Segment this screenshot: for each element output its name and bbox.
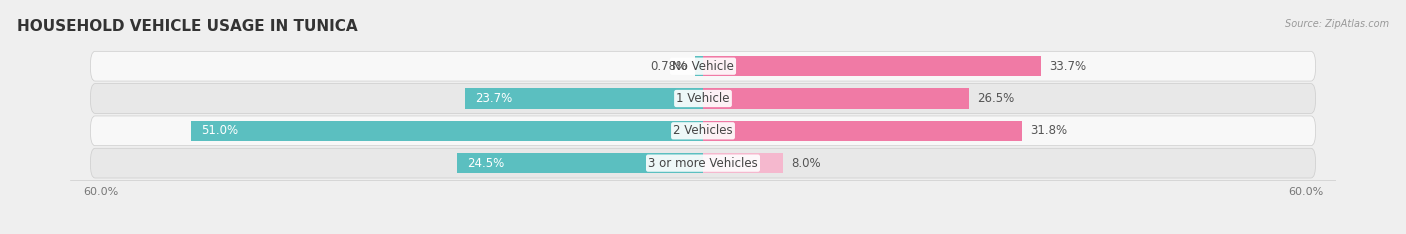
FancyBboxPatch shape <box>90 51 1316 81</box>
Legend: Owner-occupied, Renter-occupied: Owner-occupied, Renter-occupied <box>576 229 830 234</box>
Bar <box>457 153 703 173</box>
Text: 3 or more Vehicles: 3 or more Vehicles <box>648 157 758 170</box>
Text: 24.5%: 24.5% <box>467 157 505 170</box>
Bar <box>695 56 703 76</box>
Bar <box>703 56 1042 76</box>
Bar <box>703 88 969 109</box>
Text: 26.5%: 26.5% <box>977 92 1014 105</box>
Bar <box>703 153 783 173</box>
FancyBboxPatch shape <box>90 84 1316 113</box>
Text: 0.78%: 0.78% <box>650 60 688 73</box>
Text: 1 Vehicle: 1 Vehicle <box>676 92 730 105</box>
Text: Source: ZipAtlas.com: Source: ZipAtlas.com <box>1285 19 1389 29</box>
Text: 23.7%: 23.7% <box>475 92 512 105</box>
FancyBboxPatch shape <box>90 116 1316 146</box>
Bar <box>465 88 703 109</box>
Text: 31.8%: 31.8% <box>1031 124 1067 137</box>
Text: HOUSEHOLD VEHICLE USAGE IN TUNICA: HOUSEHOLD VEHICLE USAGE IN TUNICA <box>17 19 357 34</box>
Text: 2 Vehicles: 2 Vehicles <box>673 124 733 137</box>
Text: 8.0%: 8.0% <box>792 157 821 170</box>
FancyBboxPatch shape <box>90 148 1316 178</box>
Text: 51.0%: 51.0% <box>201 124 238 137</box>
Text: 33.7%: 33.7% <box>1049 60 1087 73</box>
Bar <box>191 121 703 141</box>
Text: No Vehicle: No Vehicle <box>672 60 734 73</box>
Bar <box>703 121 1022 141</box>
